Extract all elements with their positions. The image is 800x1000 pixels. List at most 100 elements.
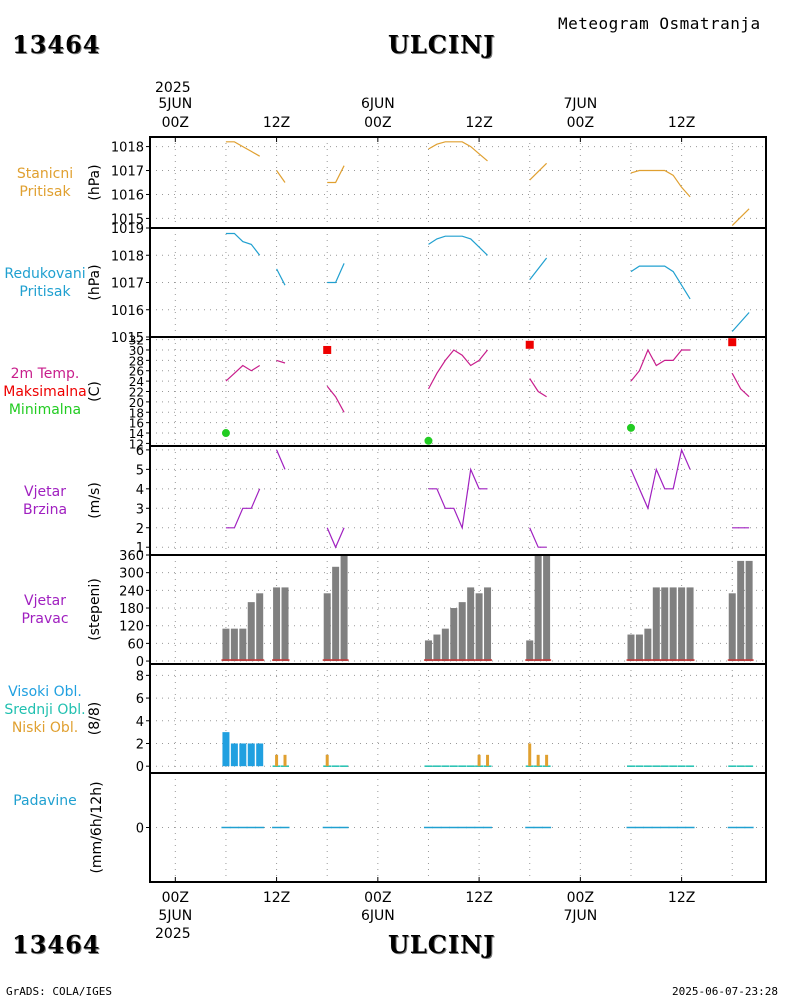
timestamp-text: 2025-06-07-23:28: [672, 985, 778, 998]
tmax-marker: [525, 340, 534, 349]
panel-precipitation: 0 (mm/6h/12h): [89, 772, 767, 883]
direction-bar: [534, 555, 542, 662]
cloud-bar: [256, 743, 264, 767]
y-tick-label: 1019: [111, 222, 144, 237]
bottom-year-label: 2025: [155, 926, 191, 942]
y-tick-label: 12: [129, 437, 144, 451]
direction-bar: [332, 566, 340, 662]
direction-bar: [247, 602, 255, 662]
y-tick-label: 30: [129, 344, 144, 358]
cloud-bar: [239, 743, 247, 767]
tmin-marker: [626, 423, 635, 432]
panel-label: Maksimalna: [3, 383, 87, 400]
direction-bar: [424, 640, 432, 662]
bottom-hour-label: 00Z: [567, 890, 594, 906]
panel-label: Pritisak: [19, 283, 71, 300]
footer-station-id: 13464: [12, 930, 101, 959]
direction-bar: [644, 628, 652, 662]
series-line: [630, 265, 691, 300]
station-name: ULCINJ: [388, 30, 496, 59]
y-tick-label: 3: [136, 502, 144, 517]
y-tick-label: 8: [136, 669, 144, 684]
top-date-label: 7JUN: [563, 96, 597, 112]
direction-bar: [686, 587, 694, 662]
series-line: [428, 141, 488, 162]
y-tick-label: 180: [119, 602, 144, 617]
series-line: [529, 378, 547, 398]
series-line: [326, 385, 345, 413]
series-line: [276, 359, 286, 364]
series-line: [428, 235, 488, 256]
direction-bar: [475, 593, 483, 662]
direction-bar: [441, 628, 449, 662]
y-tick-label: 2: [136, 522, 144, 537]
series-line: [731, 208, 750, 227]
bottom-date-label: 7JUN: [563, 908, 597, 924]
top-hour-label: 12Z: [668, 115, 695, 131]
cloud-bar: [275, 754, 279, 767]
y-tick-label: 4: [136, 483, 144, 498]
y-tick-label: 26: [129, 365, 144, 379]
series-line: [630, 348, 691, 382]
panel-station-pressure: 1015 1016 1017 1018 (hPa): [87, 136, 767, 229]
series-line: [427, 349, 488, 390]
y-tick-label: 0: [136, 822, 144, 837]
cloud-bar: [486, 754, 490, 767]
direction-bar: [627, 634, 635, 662]
top-year-label: 2025: [155, 80, 191, 96]
y-tick-label: 14: [129, 427, 144, 441]
panel-label: 2m Temp.: [10, 365, 80, 382]
direction-bar: [467, 587, 475, 662]
y-tick-label: 2: [136, 737, 144, 752]
direction-bar: [543, 555, 551, 662]
series-line: [630, 447, 691, 511]
series-line: [225, 364, 261, 382]
top-hour-label: 00Z: [567, 115, 594, 131]
cloud-bar: [247, 743, 255, 767]
series-line: [225, 141, 260, 157]
panel-frame: [149, 136, 767, 229]
y-tick-label: 1016: [111, 188, 144, 203]
series-line: [225, 232, 261, 256]
panel-label: Pritisak: [19, 183, 71, 200]
y-tick-label: 20: [129, 396, 144, 410]
direction-bar: [281, 587, 289, 662]
direction-bar: [340, 555, 348, 662]
panel-frame: [149, 336, 767, 447]
footer-station-name: ULCINJ: [388, 930, 496, 959]
bottom-hour-label: 12Z: [263, 890, 290, 906]
station-id: 13464: [12, 30, 101, 59]
series-line: [327, 165, 345, 184]
series-line: [326, 527, 345, 549]
y-tick-label: 6: [136, 444, 144, 459]
y-axis-label: (m/s): [87, 482, 103, 519]
panel-wind-speed: 1 2 3 4 5 6 (m/s): [87, 444, 767, 556]
tmin-marker: [221, 429, 230, 438]
top-hour-label: 00Z: [162, 115, 189, 131]
direction-bar: [635, 634, 643, 662]
panel-frame: [149, 445, 767, 556]
direction-bar: [239, 628, 247, 662]
y-axis-label: (hPa): [87, 264, 103, 300]
direction-bar: [484, 587, 492, 662]
bottom-hour-label: 12Z: [465, 890, 492, 906]
tmax-marker: [728, 338, 737, 347]
y-tick-label: 24: [129, 375, 144, 389]
panel-label: Srednji Obl.: [4, 702, 86, 718]
y-tick-label: 0: [136, 760, 144, 775]
direction-bar: [450, 608, 458, 662]
cloud-bar: [536, 754, 540, 767]
y-tick-label: 1016: [111, 304, 144, 319]
direction-bar: [745, 560, 753, 662]
direction-bar: [256, 593, 264, 662]
tmax-marker: [323, 345, 332, 354]
direction-bar: [222, 628, 230, 662]
cloud-bar: [545, 754, 549, 767]
panel-wind-direction: 0 60 120 180 240 300 360 (stepeni): [87, 549, 767, 670]
y-axis-label: (8/8): [87, 702, 103, 735]
y-tick-label: 32: [129, 334, 144, 348]
y-axis-label: (hPa): [87, 164, 103, 200]
cloud-bar: [325, 754, 329, 767]
